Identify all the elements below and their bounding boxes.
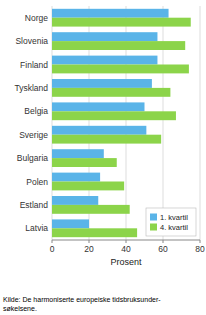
bar	[52, 196, 98, 205]
tick-label: 0	[50, 244, 55, 254]
grid-line	[200, 6, 201, 240]
bar	[52, 173, 100, 182]
bar	[52, 32, 157, 41]
grid	[52, 6, 200, 240]
x-axis-label: Prosent	[110, 257, 142, 267]
bar	[52, 56, 157, 65]
legend-swatch	[150, 214, 157, 221]
legend-swatch	[150, 224, 157, 231]
tick-mark	[200, 240, 201, 243]
category-label: Slovenia	[15, 36, 48, 46]
bar	[52, 41, 185, 50]
bars	[52, 9, 191, 237]
legend-box	[146, 208, 196, 236]
bar	[52, 88, 170, 97]
source-line: søkelsene.	[3, 305, 37, 312]
legend: 1. kvartil4. kvartil	[146, 208, 196, 236]
bar	[52, 158, 117, 167]
tick-mark	[163, 240, 164, 243]
category-label: Finland	[20, 60, 48, 70]
bar	[52, 102, 145, 111]
bar	[52, 65, 189, 74]
category-label: Norge	[25, 13, 48, 23]
bar	[52, 18, 191, 27]
bar	[52, 228, 137, 237]
legend-label: 4. kvartil	[160, 223, 188, 232]
bar	[52, 182, 124, 191]
bar	[52, 149, 104, 158]
bar	[52, 111, 176, 120]
bar	[52, 9, 169, 18]
tick-label: 80	[195, 244, 205, 254]
bar	[52, 219, 89, 228]
tick-label: 40	[121, 244, 131, 254]
category-label: Bulgaria	[17, 153, 48, 163]
category-label: Tyskland	[14, 83, 48, 93]
category-label: Belgia	[24, 106, 48, 116]
bar	[52, 79, 152, 88]
source-line: Kilde: De harmoniserte europeiske tidsbr…	[3, 296, 161, 304]
category-label: Latvia	[25, 223, 48, 233]
tick-mark	[89, 240, 90, 243]
source-note: Kilde: De harmoniserte europeiske tidsbr…	[3, 296, 161, 312]
tick-label: 20	[84, 244, 94, 254]
tick-mark	[126, 240, 127, 243]
category-label: Estland	[20, 200, 49, 210]
bar	[52, 126, 146, 135]
tick-mark	[52, 240, 53, 243]
category-label: Sverige	[19, 130, 48, 140]
category-label: Polen	[26, 177, 48, 187]
tick-label: 60	[158, 244, 168, 254]
bar	[52, 205, 130, 214]
chart: Norge Slovenia Finland Tyskland Belgia Sverig…	[0, 0, 206, 315]
legend-label: 1. kvartil	[160, 213, 188, 222]
bar	[52, 135, 161, 144]
